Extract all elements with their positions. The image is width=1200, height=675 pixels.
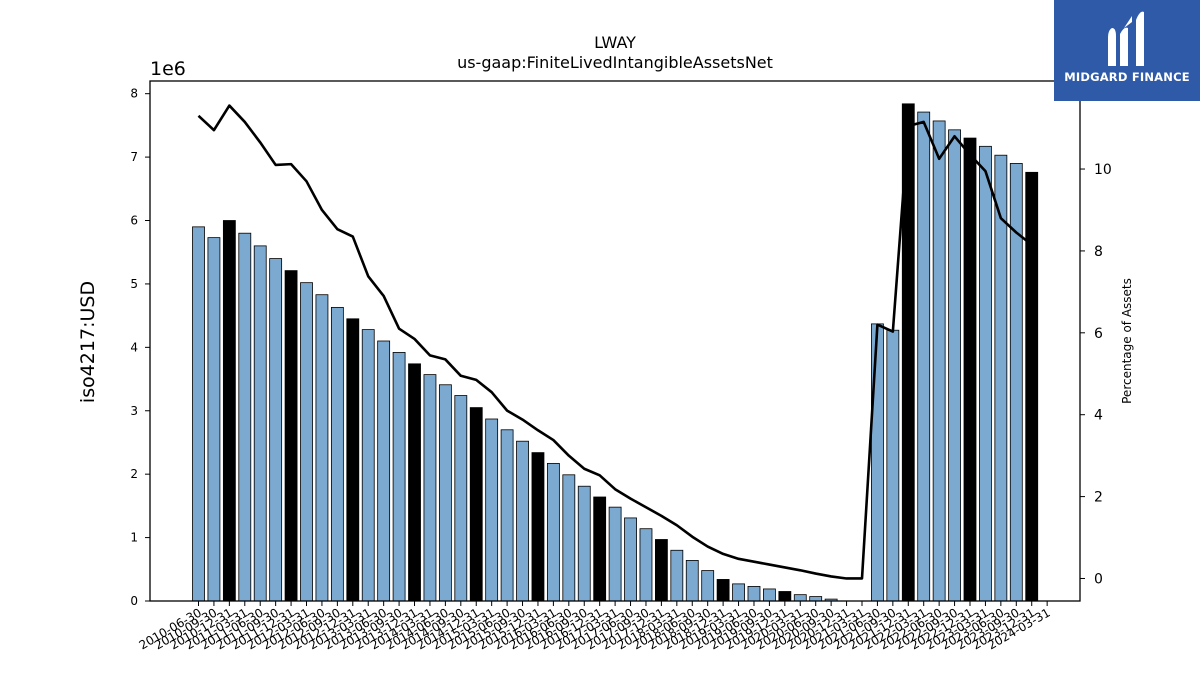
- bar-2019-03-31: [732, 583, 745, 602]
- left-tick-label: 5: [130, 277, 138, 291]
- right-tick-label: 2: [1094, 490, 1103, 506]
- bars-layer: [192, 103, 1039, 602]
- right-tick-label: 8: [1094, 244, 1103, 260]
- bar-2021-06-30: [871, 323, 884, 602]
- left-tick-label: 3: [130, 404, 138, 418]
- bar-2018-06-30: [685, 560, 699, 602]
- left-axis-ticks: 0 1 2 3 4 5 6 7 8: [130, 87, 150, 608]
- bar-2013-09-30: [392, 352, 406, 602]
- y2-axis-label: Percentage of Assets: [1120, 278, 1134, 404]
- left-tick-label: 4: [130, 340, 138, 354]
- bar-2014-06-30: [438, 384, 452, 602]
- left-tick-label: 2: [130, 467, 138, 481]
- right-tick-label: 6: [1094, 326, 1103, 342]
- bar-2017-03-31: [608, 506, 622, 602]
- bar-2015-06-30: [500, 429, 514, 602]
- bar-2011-09-30: [269, 258, 283, 602]
- bar-2015-12-31: [531, 452, 545, 602]
- percentage-line: [197, 104, 1033, 580]
- bar-2023-12-31: [1025, 171, 1039, 602]
- bar-2011-06-30: [253, 245, 267, 602]
- bar-2017-09-30: [639, 528, 653, 602]
- left-tick-label: 7: [130, 150, 138, 164]
- bar-2012-09-30: [330, 306, 344, 602]
- bar-2016-09-30: [577, 485, 591, 602]
- midgard-logo-icon: [1108, 11, 1144, 67]
- bar-2015-09-30: [516, 440, 529, 602]
- bar-2015-03-31: [485, 418, 499, 602]
- bar-2014-03-31: [423, 374, 437, 602]
- right-axis-ticks: 0 2 4 6 8 10: [1080, 162, 1112, 587]
- bar-2019-12-31: [778, 591, 792, 602]
- bar-2022-12-31: [963, 137, 977, 602]
- right-tick-label: 4: [1094, 408, 1103, 424]
- bar-2013-03-31: [361, 329, 375, 602]
- chart-title: LWAY: [594, 33, 636, 52]
- bar-2022-03-31: [917, 111, 931, 602]
- bar-2018-12-31: [716, 579, 730, 602]
- bar-2013-12-31: [408, 363, 421, 602]
- line-layer: [197, 104, 1033, 580]
- left-tick-label: 1: [130, 531, 138, 545]
- brand-logo: MIDGARD FINANCE: [1054, 0, 1200, 101]
- chart-subtitle: us-gaap:FiniteLivedIntangibleAssetsNet: [457, 53, 773, 72]
- bar-2018-03-31: [670, 549, 684, 602]
- bar-2012-03-31: [300, 282, 313, 602]
- bar-2021-09-30: [886, 329, 900, 602]
- bar-2017-12-31: [655, 539, 668, 602]
- bar-2017-06-30: [624, 517, 637, 602]
- y-offset-label: 1e6: [150, 58, 186, 80]
- bar-2014-12-31: [469, 407, 483, 602]
- x-axis-ticks: 2010-06-302010-09-302010-12-312011-03-31…: [137, 601, 1053, 652]
- bar-2019-06-30: [747, 586, 761, 602]
- bar-2012-12-31: [346, 318, 360, 602]
- bar-2019-09-30: [763, 588, 776, 602]
- bar-2020-06-30: [809, 596, 823, 602]
- bar-2011-03-31: [238, 232, 252, 602]
- bar-2022-06-30: [932, 120, 946, 602]
- bar-2022-09-30: [948, 129, 961, 602]
- bar-2016-06-30: [562, 474, 576, 602]
- bar-2010-06-30: [192, 226, 205, 602]
- bar-2016-12-31: [593, 496, 607, 602]
- bar-2023-03-31: [979, 145, 992, 602]
- right-tick-label: 10: [1094, 162, 1112, 178]
- bar-2012-06-30: [315, 294, 329, 602]
- bar-2010-09-30: [207, 237, 221, 602]
- bar-2013-06-30: [377, 340, 391, 602]
- left-tick-label: 0: [130, 594, 138, 608]
- bar-2018-09-30: [701, 570, 715, 602]
- right-tick-label: 0: [1094, 571, 1103, 587]
- logo-text: MIDGARD FINANCE: [1064, 70, 1190, 84]
- bar-2020-03-31: [793, 594, 807, 602]
- bar-2016-03-31: [546, 462, 560, 602]
- bar-2014-09-30: [454, 395, 468, 602]
- left-tick-label: 6: [130, 214, 138, 228]
- bar-2011-12-31: [284, 270, 298, 602]
- left-tick-label: 8: [130, 87, 138, 101]
- y-axis-label: iso4217:USD: [77, 281, 99, 403]
- bar-2010-12-31: [222, 220, 236, 602]
